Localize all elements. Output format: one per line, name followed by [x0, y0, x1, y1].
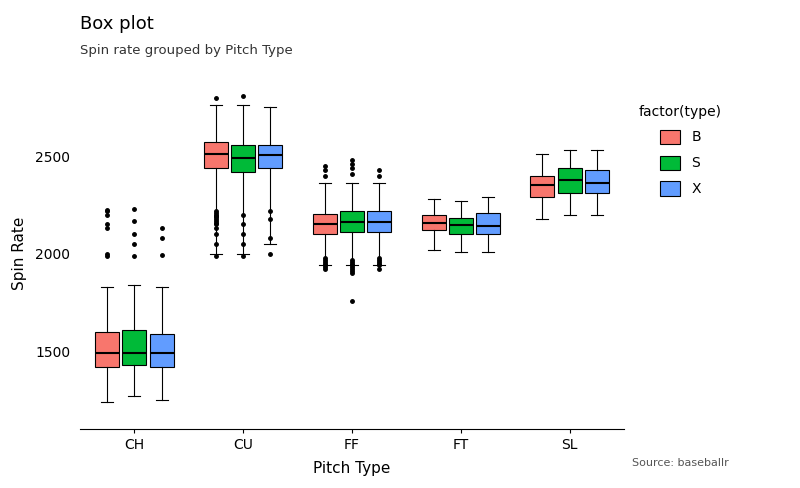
- PathPatch shape: [585, 170, 609, 193]
- Text: Source: baseballr: Source: baseballr: [632, 459, 729, 468]
- PathPatch shape: [258, 145, 282, 168]
- PathPatch shape: [476, 213, 500, 234]
- Legend: B, S, X: B, S, X: [639, 104, 722, 196]
- X-axis label: Pitch Type: Pitch Type: [314, 461, 390, 476]
- PathPatch shape: [204, 142, 228, 168]
- Text: Box plot: Box plot: [80, 15, 154, 33]
- PathPatch shape: [231, 145, 255, 172]
- PathPatch shape: [122, 330, 146, 365]
- PathPatch shape: [530, 176, 554, 197]
- PathPatch shape: [95, 332, 119, 367]
- PathPatch shape: [313, 214, 337, 234]
- PathPatch shape: [449, 218, 473, 234]
- Text: Spin rate grouped by Pitch Type: Spin rate grouped by Pitch Type: [80, 44, 293, 57]
- Y-axis label: Spin Rate: Spin Rate: [12, 217, 27, 290]
- PathPatch shape: [150, 334, 174, 367]
- PathPatch shape: [558, 168, 582, 193]
- PathPatch shape: [367, 211, 391, 232]
- PathPatch shape: [422, 215, 446, 230]
- PathPatch shape: [340, 211, 364, 232]
